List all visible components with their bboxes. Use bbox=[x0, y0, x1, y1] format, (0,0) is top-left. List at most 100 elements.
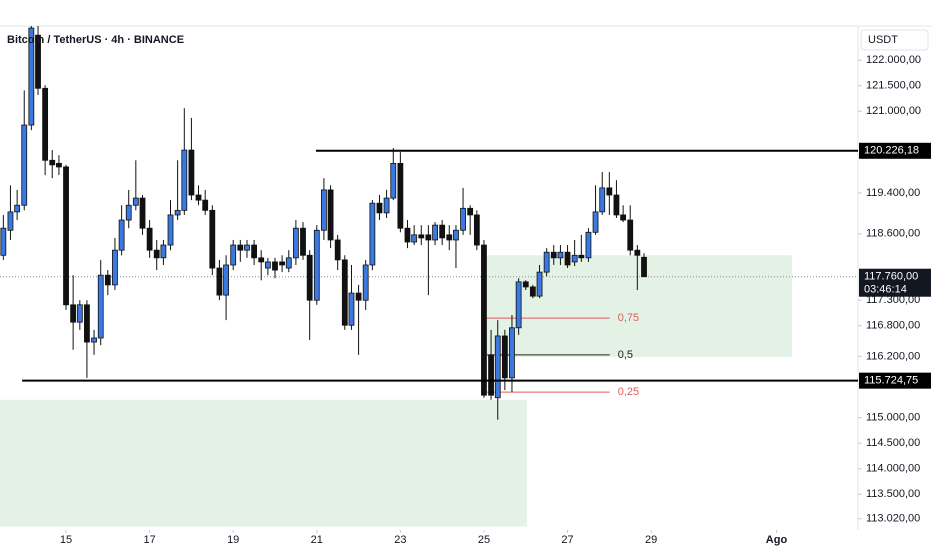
candle-body bbox=[334, 239, 341, 261]
candle-body bbox=[411, 234, 418, 243]
overlay: 122.000,00 121.500,00 121.000,00 119.400,00… bbox=[60, 54, 931, 546]
candle-body bbox=[292, 227, 299, 259]
candle-body bbox=[432, 224, 438, 241]
zone bbox=[486, 255, 792, 357]
candle-body bbox=[599, 187, 606, 213]
candle-body bbox=[167, 214, 174, 246]
candle-body bbox=[49, 159, 56, 166]
candle-body bbox=[91, 337, 97, 343]
candle-body bbox=[543, 251, 550, 273]
x-tick-label: Ago bbox=[766, 534, 788, 546]
candle-body bbox=[606, 187, 613, 196]
level-price-label: 120.226,18 bbox=[864, 145, 919, 157]
chart-title: Bitcoin / TetherUS · 4h · BINANCE bbox=[7, 34, 184, 46]
candle-body bbox=[76, 304, 83, 323]
zone bbox=[0, 399, 528, 527]
candle-body bbox=[146, 227, 153, 251]
fib-label: 0,25 bbox=[618, 386, 639, 398]
candle-body bbox=[390, 162, 397, 199]
candle-body bbox=[460, 207, 466, 231]
candle-body bbox=[641, 256, 647, 278]
candle-body bbox=[21, 124, 28, 206]
candle-body bbox=[488, 354, 494, 396]
candle-body bbox=[7, 211, 14, 231]
candle-body bbox=[70, 304, 77, 323]
plot-area bbox=[0, 26, 858, 527]
x-tick-label: 23 bbox=[394, 534, 406, 546]
candle-body bbox=[84, 304, 90, 343]
y-tick-label: 115.000,00 bbox=[866, 412, 920, 424]
candle-body bbox=[383, 197, 390, 214]
candle-body bbox=[188, 149, 195, 196]
x-tick-label: 15 bbox=[60, 534, 72, 546]
y-tick-label: 121.500,00 bbox=[866, 80, 921, 92]
candle-body bbox=[125, 204, 132, 221]
y-tick-label: 118.600,00 bbox=[866, 228, 920, 240]
candle-body bbox=[418, 234, 425, 239]
candle-body bbox=[181, 149, 188, 211]
candle-body bbox=[132, 197, 139, 206]
candle-body bbox=[320, 189, 327, 231]
candle-body bbox=[529, 286, 536, 297]
candle-body bbox=[216, 267, 223, 296]
candle-body bbox=[230, 244, 237, 266]
candle-body bbox=[28, 27, 35, 126]
candle-body bbox=[515, 281, 522, 329]
candle-body bbox=[557, 251, 564, 259]
candle-body bbox=[522, 281, 529, 288]
candle-body bbox=[104, 274, 111, 286]
y-tick-label: 116.200,00 bbox=[866, 350, 920, 362]
candle-body bbox=[550, 251, 557, 259]
candle-body bbox=[112, 249, 118, 286]
candle-body bbox=[35, 34, 41, 89]
y-tick-label: 114.500,00 bbox=[866, 437, 920, 449]
candle-body bbox=[592, 211, 599, 233]
candle-body bbox=[14, 204, 21, 213]
y-tick-label: 113.020,00 bbox=[866, 513, 920, 525]
candle-body bbox=[585, 231, 592, 259]
candle-body bbox=[63, 166, 69, 306]
candle-body bbox=[285, 257, 292, 269]
level-price-box bbox=[859, 372, 931, 389]
x-tick-label: 29 bbox=[645, 534, 657, 546]
candle-body bbox=[362, 264, 369, 301]
candle-body bbox=[300, 227, 306, 256]
y-tick-label: 117.300,00 bbox=[866, 294, 920, 306]
last-price-box bbox=[859, 268, 931, 297]
candle-body bbox=[223, 264, 229, 296]
fib-label: 0,75 bbox=[618, 312, 639, 324]
level-price-label: 115.724,75 bbox=[864, 375, 918, 387]
candle-body bbox=[264, 261, 271, 269]
candle-body bbox=[620, 214, 627, 221]
candle-body bbox=[327, 189, 334, 241]
candle-body bbox=[404, 227, 411, 243]
candle-body bbox=[97, 274, 104, 339]
fib-label: 0,5 bbox=[618, 349, 633, 361]
x-tick-label: 21 bbox=[311, 534, 323, 546]
candle-body bbox=[195, 194, 202, 201]
candle-body bbox=[251, 244, 257, 259]
currency-box[interactable] bbox=[860, 29, 929, 51]
candle-body bbox=[209, 209, 216, 269]
candle-body bbox=[258, 257, 265, 263]
candle-body bbox=[348, 292, 355, 326]
countdown-label: 03:46:14 bbox=[864, 284, 907, 296]
candle-body bbox=[571, 254, 578, 263]
candle-body bbox=[272, 261, 278, 271]
candle-body bbox=[446, 234, 453, 241]
x-tick-label: 25 bbox=[478, 534, 490, 546]
y-tick-label: 116.800,00 bbox=[866, 320, 920, 332]
candle-body bbox=[481, 244, 487, 396]
candle-body bbox=[634, 249, 641, 256]
candle-body bbox=[473, 214, 480, 246]
candle-body bbox=[627, 219, 634, 251]
candle-body bbox=[0, 227, 7, 256]
candle-body bbox=[202, 199, 209, 211]
candle-body bbox=[139, 197, 146, 229]
candle-body bbox=[244, 244, 250, 251]
candle-body bbox=[174, 209, 181, 216]
y-tick-label: 119.400,00 bbox=[866, 187, 920, 199]
candle-body bbox=[613, 194, 620, 216]
candle-body bbox=[153, 249, 160, 259]
currency-label[interactable]: USDT bbox=[868, 34, 898, 46]
